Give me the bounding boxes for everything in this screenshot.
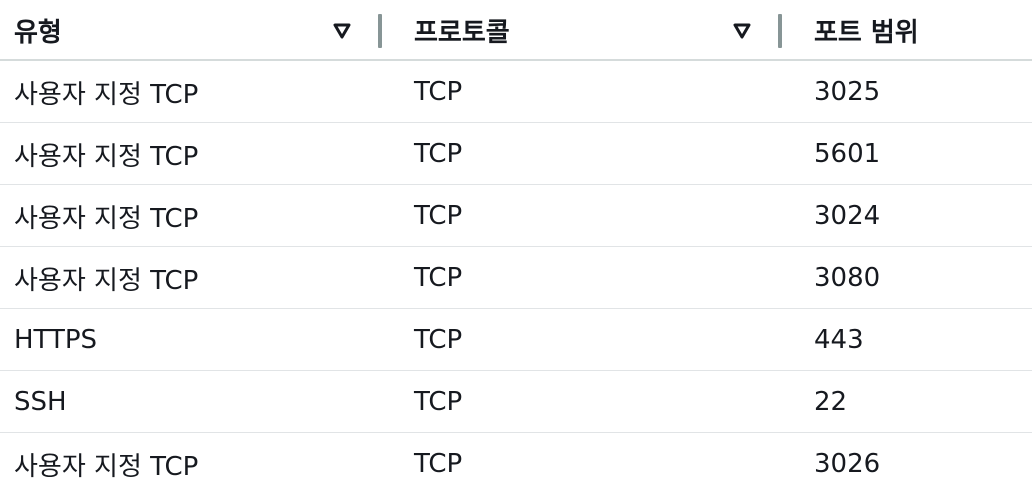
column-header-protocol-label: 프로토콜 [414,18,510,48]
cell-port-range: 22 [814,387,848,417]
table-header: 유형 프로토콜 포트 범위 [0,0,1032,61]
cell-protocol: TCP [414,263,463,293]
column-header-protocol[interactable]: 프로토콜 [414,0,510,61]
cell-protocol: TCP [414,449,463,479]
sort-icon[interactable] [332,21,352,41]
cell-protocol: TCP [414,77,463,107]
cell-protocol: TCP [414,387,463,417]
table-row[interactable]: SSH TCP 22 [0,371,1032,433]
cell-port-range: 5601 [814,139,881,169]
cell-type: SSH [14,387,67,417]
table-row[interactable]: 사용자 지정 TCP TCP 3026 [0,433,1032,495]
cell-port-range: 3024 [814,201,881,231]
cell-protocol: TCP [414,201,463,231]
cell-type: 사용자 지정 TCP [14,79,199,110]
cell-port-range: 3025 [814,77,881,107]
table-row[interactable]: HTTPS TCP 443 [0,309,1032,371]
cell-type: 사용자 지정 TCP [14,203,199,234]
sort-icon[interactable] [732,21,752,41]
cell-type: HTTPS [14,325,98,355]
table-row[interactable]: 사용자 지정 TCP TCP 3024 [0,185,1032,247]
cell-type: 사용자 지정 TCP [14,451,199,482]
column-header-port-range-label: 포트 범위 [814,18,919,48]
cell-type: 사용자 지정 TCP [14,265,199,296]
table-row[interactable]: 사용자 지정 TCP TCP 3080 [0,247,1032,309]
cell-protocol: TCP [414,325,463,355]
cell-port-range: 443 [814,325,864,355]
column-header-port-range[interactable]: 포트 범위 [814,0,919,61]
cell-port-range: 3026 [814,449,881,479]
column-resize-handle-type[interactable] [378,14,382,48]
column-resize-handle-protocol[interactable] [778,14,782,48]
table-row[interactable]: 사용자 지정 TCP TCP 3025 [0,61,1032,123]
column-header-type-label: 유형 [14,18,62,48]
cell-protocol: TCP [414,139,463,169]
cell-port-range: 3080 [814,263,881,293]
column-header-type[interactable]: 유형 [14,0,62,61]
cell-type: 사용자 지정 TCP [14,141,199,172]
table-row[interactable]: 사용자 지정 TCP TCP 5601 [0,123,1032,185]
